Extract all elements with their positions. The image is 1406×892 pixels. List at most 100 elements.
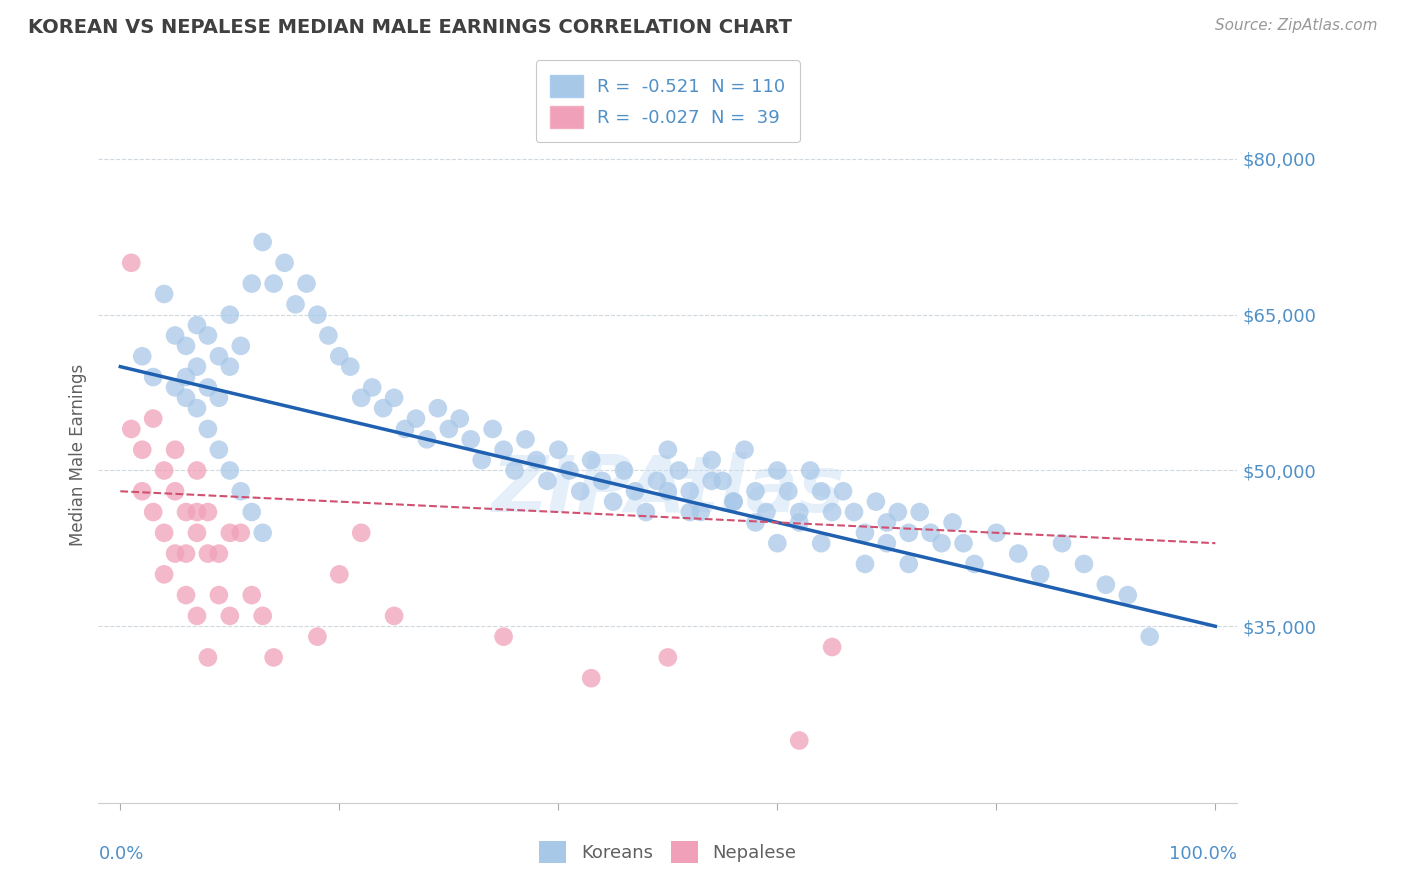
Point <box>350 391 373 405</box>
Point <box>252 235 274 249</box>
Point <box>613 463 636 477</box>
Point <box>142 505 165 519</box>
Point <box>569 484 592 499</box>
Point <box>526 453 548 467</box>
Point <box>382 608 405 623</box>
Point <box>131 442 153 457</box>
Point <box>131 484 153 499</box>
Point <box>853 557 876 571</box>
Point <box>229 525 252 540</box>
Point <box>174 505 197 519</box>
Point <box>723 494 745 508</box>
Legend: Koreans, Nepalese: Koreans, Nepalese <box>531 834 804 871</box>
Point <box>481 422 503 436</box>
Point <box>252 525 274 540</box>
Point <box>218 525 240 540</box>
Point <box>153 567 176 582</box>
Point <box>218 463 240 477</box>
Point <box>787 516 810 530</box>
Text: 0.0%: 0.0% <box>98 845 143 863</box>
Point <box>787 505 810 519</box>
Point <box>449 411 471 425</box>
Point <box>165 328 187 343</box>
Point <box>131 349 153 363</box>
Point <box>579 671 602 685</box>
Point <box>931 536 953 550</box>
Point <box>579 453 602 467</box>
Point <box>1073 557 1095 571</box>
Point <box>515 433 537 447</box>
Point <box>744 484 766 499</box>
Point <box>810 484 832 499</box>
Point <box>842 505 865 519</box>
Point <box>492 442 515 457</box>
Point <box>547 442 569 457</box>
Point <box>942 516 965 530</box>
Point <box>208 442 231 457</box>
Point <box>865 494 887 508</box>
Point <box>1139 630 1161 644</box>
Point <box>186 525 208 540</box>
Point <box>153 287 176 301</box>
Point <box>197 328 219 343</box>
Point <box>186 401 208 416</box>
Point <box>197 422 219 436</box>
Point <box>165 484 187 499</box>
Point <box>153 463 176 477</box>
Point <box>952 536 974 550</box>
Point <box>908 505 931 519</box>
Point <box>799 463 821 477</box>
Point <box>810 536 832 550</box>
Point <box>766 536 789 550</box>
Point <box>240 277 263 291</box>
Point <box>218 359 240 374</box>
Point <box>471 453 494 467</box>
Point <box>986 525 1008 540</box>
Point <box>591 474 613 488</box>
Point <box>821 640 844 654</box>
Point <box>197 505 219 519</box>
Point <box>853 525 876 540</box>
Point <box>153 525 176 540</box>
Point <box>755 505 778 519</box>
Point <box>165 442 187 457</box>
Point <box>328 567 350 582</box>
Y-axis label: Median Male Earnings: Median Male Earnings <box>69 364 87 546</box>
Point <box>634 505 657 519</box>
Point <box>371 401 394 416</box>
Text: ZIPAtlas: ZIPAtlas <box>491 451 845 528</box>
Point <box>174 370 197 384</box>
Point <box>723 494 745 508</box>
Text: KOREAN VS NEPALESE MEDIAN MALE EARNINGS CORRELATION CHART: KOREAN VS NEPALESE MEDIAN MALE EARNINGS … <box>28 18 792 37</box>
Point <box>734 442 756 457</box>
Point <box>165 380 187 394</box>
Point <box>120 422 142 436</box>
Point <box>142 370 165 384</box>
Point <box>821 505 844 519</box>
Point <box>1095 578 1118 592</box>
Point <box>186 505 208 519</box>
Point <box>887 505 910 519</box>
Point <box>350 525 373 540</box>
Point <box>165 547 187 561</box>
Point <box>263 650 285 665</box>
Point <box>240 588 263 602</box>
Point <box>174 339 197 353</box>
Point <box>460 433 482 447</box>
Point <box>657 650 679 665</box>
Point <box>657 442 679 457</box>
Point <box>186 318 208 332</box>
Point <box>711 474 734 488</box>
Point <box>492 630 515 644</box>
Point <box>700 474 723 488</box>
Point <box>174 588 197 602</box>
Point <box>832 484 855 499</box>
Point <box>1029 567 1052 582</box>
Point <box>307 308 329 322</box>
Point <box>536 474 558 488</box>
Point <box>1007 547 1029 561</box>
Point <box>263 277 285 291</box>
Point <box>208 349 231 363</box>
Point <box>558 463 581 477</box>
Point <box>307 630 329 644</box>
